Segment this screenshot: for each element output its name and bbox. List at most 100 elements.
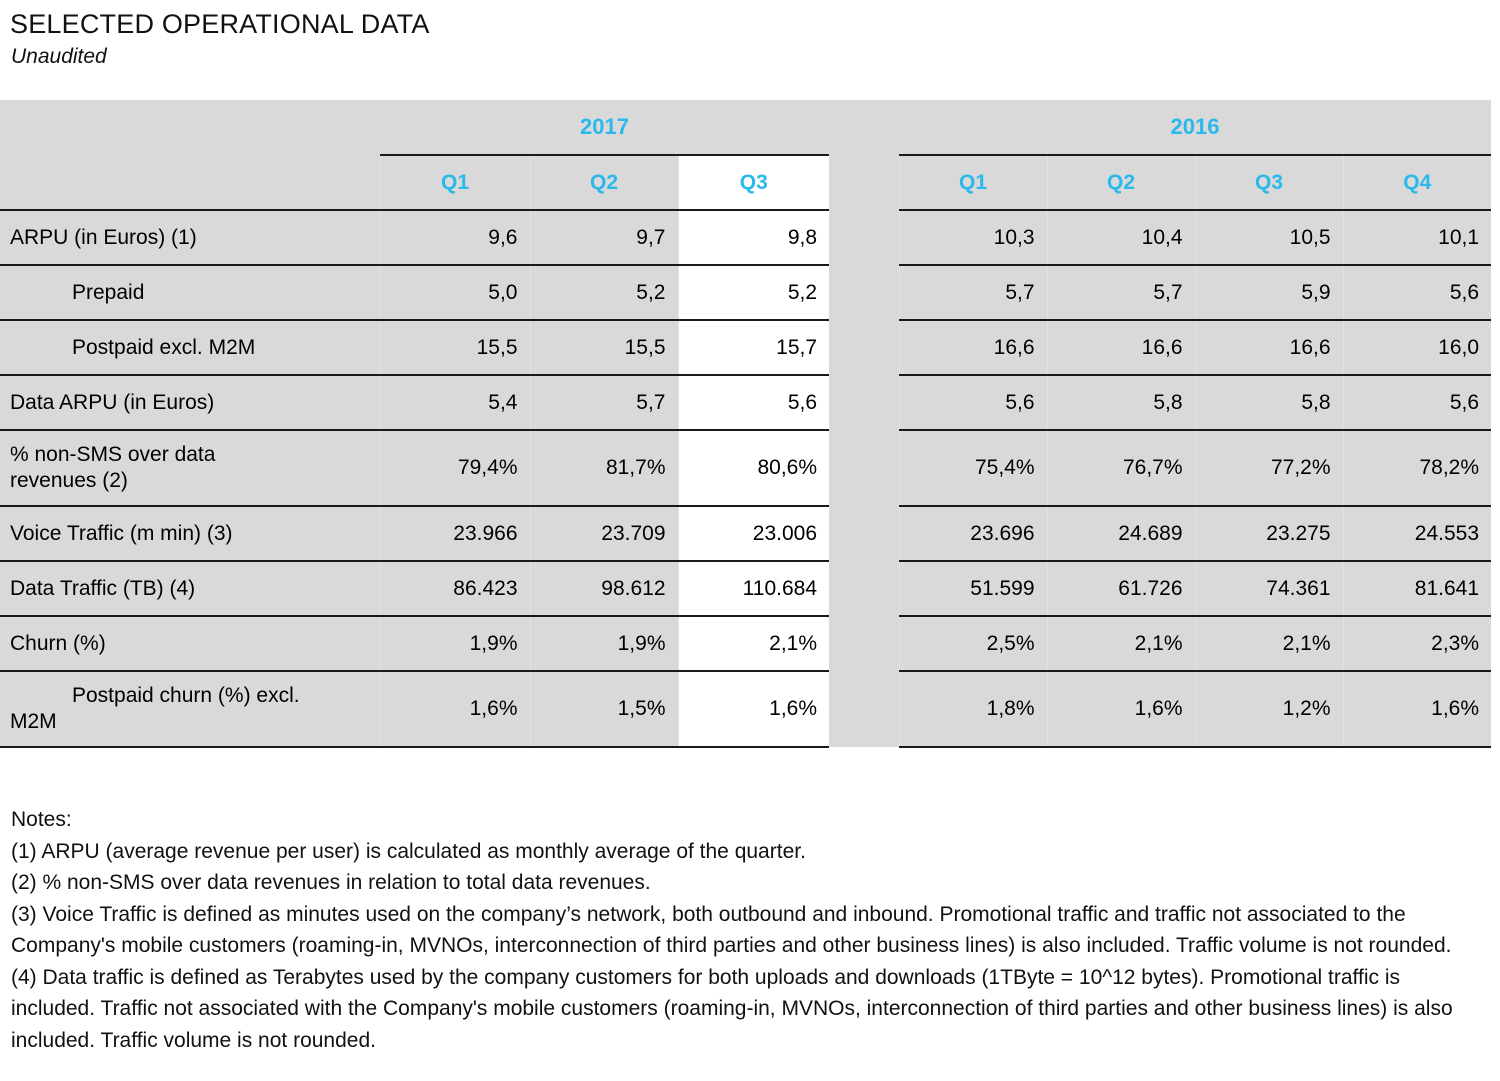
row-label-line: Postpaid excl. M2M [72,335,256,359]
cell-value-highlighted: 2,1% [677,616,830,672]
column-gap [829,100,900,155]
row-label-line: Churn (%) [10,631,106,655]
cell-value: 86.423 [379,561,530,617]
cell-value: 5,6 [898,375,1048,431]
quarter-header-2016-q2: Q2 [1046,155,1196,211]
table-row: Postpaid churn (%) excl. M2M 1,6% 1,5% 1,6% 1… [0,671,1492,748]
row-label: Voice Traffic (m min) (3) [0,506,380,562]
note-item: (4) Data traffic is defined as Terabytes… [11,965,1453,1052]
row-label: Data ARPU (in Euros) [0,375,380,431]
cell-value: 5,2 [529,265,678,321]
table-row: % non-SMS over data revenues (2) 79,4% 81,7… [0,430,1492,507]
table-row: Postpaid excl. M2M 15,5 15,5 15,7 16,6 16,6 16… [0,320,1492,376]
cell-value: 74.361 [1194,561,1344,617]
cell-value: 2,5% [898,616,1048,672]
row-label: Postpaid churn (%) excl. M2M [0,671,380,748]
row-label: Data Traffic (TB) (4) [0,561,380,617]
cell-value: 1,9% [529,616,678,672]
operational-data-table: 2017 2016 Q1 Q2 Q3 Q1 Q2 Q3 Q4 ARPU (in … [0,100,1492,748]
cell-value: 5,9 [1194,265,1344,321]
cell-value-highlighted: 5,2 [677,265,830,321]
cell-value: 16,0 [1342,320,1492,376]
quarter-header-row: Q1 Q2 Q3 Q1 Q2 Q3 Q4 [0,155,1492,211]
quarter-header-2017-q2: Q2 [529,155,678,211]
cell-value: 23.275 [1194,506,1344,562]
cell-value: 61.726 [1046,561,1196,617]
row-label: % non-SMS over data revenues (2) [0,430,380,507]
column-gap [829,320,900,375]
column-gap [829,210,900,265]
table-row: Data ARPU (in Euros) 5,4 5,7 5,6 5,6 5,8 5,8 5,… [0,375,1492,431]
cell-value: 81,7% [529,430,678,507]
quarter-header-2016-q4: Q4 [1342,155,1492,211]
column-gap [829,561,900,616]
cell-value: 1,8% [898,671,1048,748]
cell-value: 10,5 [1194,210,1344,266]
row-label-line: Data ARPU (in Euros) [10,390,215,414]
cell-value: 81.641 [1342,561,1492,617]
column-gap [829,265,900,320]
cell-value: 5,4 [379,375,530,431]
row-label: Prepaid [0,265,380,321]
cell-value-highlighted: 1,6% [677,671,830,748]
page-subtitle: Unaudited [11,45,107,68]
quarter-header-spacer [0,155,380,211]
page: SELECTED OPERATIONAL DATA Unaudited 2017… [0,8,1500,1081]
column-gap [829,375,900,430]
row-label-line: Prepaid [72,280,145,304]
cell-value: 1,5% [529,671,678,748]
cell-value: 2,3% [1342,616,1492,672]
cell-value: 5,6 [1342,265,1492,321]
cell-value: 5,8 [1046,375,1196,431]
cell-value: 5,8 [1194,375,1344,431]
cell-value: 1,2% [1194,671,1344,748]
table-row: ARPU (in Euros) (1) 9,6 9,7 9,8 10,3 10,4 10,5… [0,210,1492,266]
column-gap [829,506,900,561]
cell-value: 24.553 [1342,506,1492,562]
column-gap [829,616,900,671]
page-title: SELECTED OPERATIONAL DATA [10,9,430,39]
cell-value-highlighted: 9,8 [677,210,830,266]
quarter-header-2017-q1: Q1 [379,155,530,211]
cell-value-highlighted: 5,6 [677,375,830,431]
cell-value: 24.689 [1046,506,1196,562]
cell-value-highlighted: 110.684 [677,561,830,617]
cell-value: 76,7% [1046,430,1196,507]
year-header-spacer [0,100,380,155]
column-gap [829,155,900,210]
cell-value: 2,1% [1046,616,1196,672]
cell-value: 51.599 [898,561,1048,617]
cell-value: 23.696 [898,506,1048,562]
year-header-2017: 2017 [380,100,830,156]
row-label: ARPU (in Euros) (1) [0,210,380,266]
cell-value: 78,2% [1342,430,1492,507]
cell-value: 5,7 [898,265,1048,321]
cell-value: 5,0 [379,265,530,321]
note-item: (2) % non-SMS over data revenues in rela… [11,871,651,894]
row-label-line: M2M [10,710,57,733]
table-row: Voice Traffic (m min) (3) 23.966 23.709 23.… [0,506,1492,562]
cell-value-highlighted: 23.006 [677,506,830,562]
row-label-line: Voice Traffic (m min) (3) [10,521,233,545]
cell-value: 16,6 [1194,320,1344,376]
cell-value: 1,6% [1342,671,1492,748]
cell-value: 16,6 [1046,320,1196,376]
table-row: Churn (%) 1,9% 1,9% 2,1% 2,5% 2,1% 2,1% 2,3% [0,616,1492,672]
cell-value-highlighted: 80,6% [677,430,830,507]
row-label-line: revenues (2) [10,469,128,492]
row-label: Postpaid excl. M2M [0,320,380,376]
cell-value: 1,6% [1046,671,1196,748]
cell-value: 1,9% [379,616,530,672]
table-body: ARPU (in Euros) (1) 9,6 9,7 9,8 10,3 10,4 10,5… [0,210,1492,748]
cell-value: 77,2% [1194,430,1344,507]
row-label-line: % non-SMS over data [10,443,216,466]
cell-value: 1,6% [379,671,530,748]
cell-value: 5,7 [1046,265,1196,321]
table-row: Data Traffic (TB) (4) 86.423 98.612 110.684… [0,561,1492,617]
year-header-row: 2017 2016 [0,100,1492,156]
cell-value: 15,5 [379,320,530,376]
notes-heading: Notes: [11,808,72,831]
cell-value: 16,6 [898,320,1048,376]
cell-value: 10,3 [898,210,1048,266]
cell-value: 5,6 [1342,375,1492,431]
